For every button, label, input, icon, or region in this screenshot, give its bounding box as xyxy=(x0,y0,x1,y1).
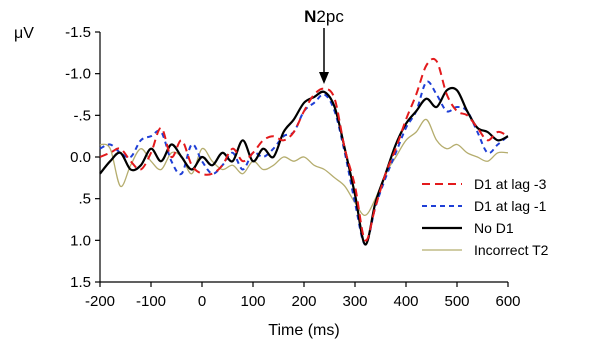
x-tick-label: 600 xyxy=(495,293,520,310)
legend-label: D1 at lag -1 xyxy=(474,198,547,214)
n2pc-arrow-head xyxy=(319,72,329,84)
series-line-0 xyxy=(99,57,509,242)
x-axis-title: Time (ms) xyxy=(268,322,339,339)
y-ticks: -1.5 -1.0 -.5 0.0 .5 1.0 1.5 xyxy=(65,24,100,291)
legend-label: D1 at lag -3 xyxy=(474,176,547,192)
x-tick-label: 300 xyxy=(342,293,367,310)
y-tick-label: 1.0 xyxy=(70,232,91,249)
legend: D1 at lag -3 D1 at lag -1 No D1 Incorrect T… xyxy=(422,176,549,258)
y-tick-label: .5 xyxy=(78,191,91,208)
x-ticks: -200 -100 0 100 200 300 400 500 600 xyxy=(85,282,521,310)
series-group xyxy=(99,57,509,246)
series-line-1 xyxy=(99,80,509,246)
y-tick-label: -1.5 xyxy=(65,24,91,41)
y-tick-label: -1.0 xyxy=(65,66,91,83)
n2pc-label-rest: 2pc xyxy=(316,7,344,26)
x-tick-label: 200 xyxy=(291,293,316,310)
legend-label: Incorrect T2 xyxy=(474,242,549,258)
y-tick-label: -.5 xyxy=(73,107,91,124)
x-tick-label: 100 xyxy=(240,293,265,310)
x-tick-label: -100 xyxy=(136,293,166,310)
x-tick-label: 0 xyxy=(198,293,206,310)
n2pc-label: N2pc xyxy=(304,7,344,26)
x-tick-label: 400 xyxy=(393,293,418,310)
y-axis-title: μV xyxy=(14,25,34,42)
series-line-3 xyxy=(99,118,509,216)
n2pc-label-bold: N xyxy=(304,7,316,26)
n2pc-annotation: N2pc xyxy=(304,7,344,84)
y-tick-label: 0.0 xyxy=(70,149,91,166)
legend-label: No D1 xyxy=(474,220,514,236)
x-tick-label: -200 xyxy=(85,293,115,310)
x-tick-label: 500 xyxy=(444,293,469,310)
y-tick-label: 1.5 xyxy=(70,274,91,291)
